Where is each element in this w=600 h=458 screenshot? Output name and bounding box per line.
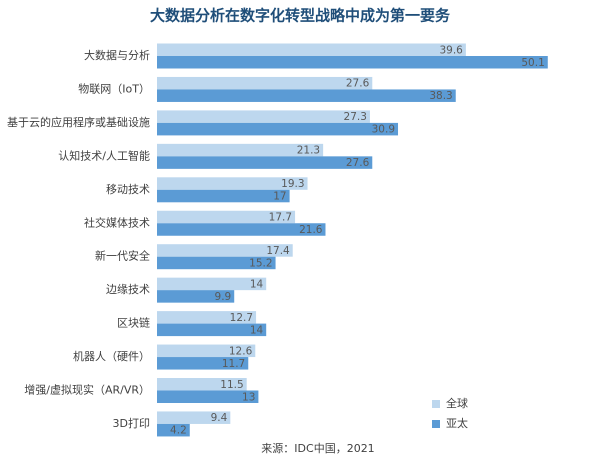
- value-label: 12.7: [230, 312, 253, 324]
- value-label: 11.5: [220, 379, 243, 391]
- value-label: 27.6: [346, 157, 370, 169]
- category-label: 认知技术/人工智能: [58, 148, 150, 162]
- bar: [157, 122, 399, 136]
- bar: [157, 177, 308, 190]
- bar: [157, 110, 370, 123]
- bar: [157, 210, 296, 224]
- bar: [157, 323, 267, 337]
- category-label: 大数据与分析: [84, 48, 150, 62]
- value-label: 15.2: [249, 257, 272, 269]
- bar: [157, 423, 190, 437]
- value-label: 21.6: [299, 224, 323, 236]
- bar: [157, 43, 466, 56]
- bar: [157, 256, 276, 270]
- value-label: 4.2: [170, 425, 187, 437]
- bar: [157, 189, 290, 203]
- bar: [157, 143, 324, 157]
- bar: [157, 223, 326, 236]
- chart-title: 大数据分析在数字化转型战略中成为第一要务: [150, 7, 451, 25]
- value-label: 17.7: [269, 212, 292, 224]
- legend-swatch: [432, 400, 440, 408]
- value-label: 17.4: [266, 245, 290, 257]
- bar: [157, 244, 293, 257]
- value-label: 17: [273, 191, 286, 203]
- value-label: 9.4: [211, 412, 228, 424]
- value-label: 38.3: [429, 90, 452, 102]
- bar: [157, 344, 256, 358]
- category-label: 物联网（IoT）: [78, 81, 150, 95]
- bar: [157, 357, 249, 370]
- legend-swatch: [432, 420, 440, 428]
- value-label: 14: [250, 278, 264, 290]
- bar: [157, 156, 373, 169]
- category-label: 边缘技术: [106, 283, 150, 296]
- bar: [157, 89, 456, 102]
- value-label: 13: [242, 391, 255, 403]
- bar: [157, 76, 373, 90]
- category-label: 移动技术: [106, 183, 150, 196]
- value-label: 9.9: [215, 291, 232, 303]
- value-label: 27.3: [344, 111, 367, 123]
- value-label: 39.6: [439, 44, 463, 56]
- bar: [157, 290, 235, 303]
- category-label: 基于云的应用程序或基础设施: [7, 115, 150, 129]
- legend-label: 亚太: [446, 417, 468, 430]
- bar: [157, 277, 267, 291]
- category-label: 3D打印: [113, 416, 150, 430]
- category-label: 机器人（硬件）: [73, 349, 150, 363]
- value-label: 30.9: [372, 124, 395, 136]
- value-label: 12.6: [229, 345, 253, 357]
- value-label: 14: [250, 324, 264, 336]
- bar: [157, 56, 548, 69]
- value-label: 50.1: [521, 57, 544, 69]
- value-label: 11.7: [222, 358, 245, 370]
- legend-label: 全球: [446, 396, 468, 410]
- category-label: 新一代安全: [95, 249, 150, 263]
- category-label: 社交媒体技术: [84, 215, 150, 229]
- bar: [157, 390, 259, 403]
- value-label: 19.3: [281, 178, 304, 190]
- value-label: 21.3: [297, 145, 320, 157]
- bar: [157, 378, 247, 391]
- category-label: 增强/虚拟现实（AR/VR）: [24, 383, 150, 397]
- source-note: 来源：IDC中国，2021: [261, 441, 374, 455]
- value-label: 27.6: [346, 78, 370, 90]
- bar: [157, 311, 257, 324]
- category-label: 区块链: [117, 316, 150, 330]
- bar: [157, 411, 231, 424]
